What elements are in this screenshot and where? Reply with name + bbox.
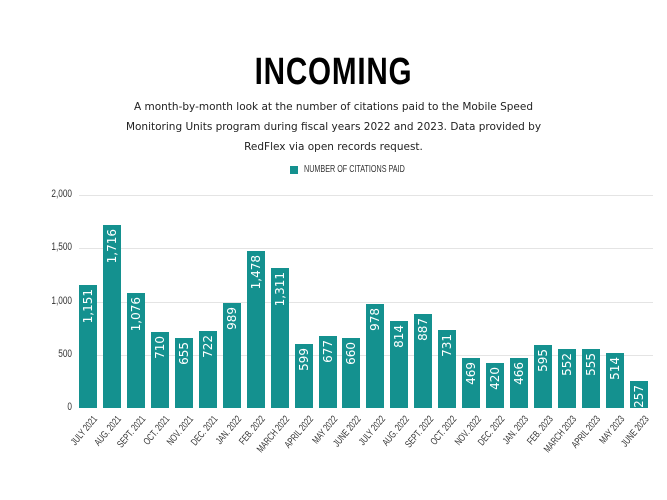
bar-value-label: 599 [296, 348, 311, 372]
chart-title: INCOMING [254, 51, 413, 93]
bar-value-label: 722 [200, 335, 215, 358]
bar-value-label: 887 [416, 317, 431, 341]
gridline [79, 301, 653, 303]
bar-value-label: 1,076 [128, 297, 143, 332]
bar-value-label: 1,311 [272, 272, 287, 307]
bar-value-label: 514 [607, 357, 622, 381]
bar: 978 [366, 303, 385, 408]
bar-value-label: 1,478 [248, 254, 263, 289]
bar: 257 [629, 380, 648, 408]
bar: 677 [318, 335, 337, 408]
bar-value-label: 466 [512, 362, 527, 386]
bar: 420 [486, 363, 505, 408]
bar-value-label: 420 [488, 367, 503, 391]
bar: 1,716 [102, 225, 121, 408]
bar: 655 [174, 338, 193, 408]
bar: 731 [438, 330, 457, 408]
y-axis-tick-label: 1,500 [51, 241, 72, 254]
bar: 710 [150, 332, 169, 408]
bar-value-label: 731 [440, 334, 455, 358]
y-axis-tick-label: 2,000 [51, 188, 72, 200]
bar: 599 [294, 344, 313, 408]
y-axis-tick-label: 1,000 [51, 294, 72, 307]
bar-value-label: 710 [152, 336, 167, 360]
bar: 814 [390, 321, 409, 408]
bar: 514 [605, 353, 624, 408]
bar: 887 [414, 313, 433, 408]
bar: 555 [581, 348, 600, 408]
y-axis-tick-label: 500 [58, 347, 72, 360]
bar-value-label: 595 [536, 348, 551, 372]
bar: 552 [558, 349, 576, 408]
bar-value-label: 555 [583, 352, 598, 376]
bar: 660 [342, 337, 361, 408]
bar: 989 [222, 302, 241, 408]
bar-value-label: 552 [560, 353, 574, 377]
bar-value-label: 1,716 [104, 229, 119, 264]
bar: 466 [510, 358, 529, 408]
bar: 722 [198, 331, 217, 408]
bar: 1,311 [270, 268, 289, 408]
bar-value-label: 989 [224, 306, 239, 330]
bar: 1,076 [126, 293, 145, 408]
bar-value-label: 469 [464, 362, 479, 385]
bar: 595 [534, 344, 553, 408]
gridline [79, 354, 653, 356]
bar: 1,478 [246, 250, 265, 408]
bar-value-label: 1,151 [81, 289, 95, 324]
chart-subtitle: A month-by-month look at the number of c… [125, 101, 542, 153]
bar-value-label: 257 [631, 384, 646, 408]
gridline [79, 195, 653, 196]
legend-label: NUMBER OF CITATIONS PAID [304, 164, 405, 175]
bar: 469 [462, 358, 481, 408]
gridline [79, 248, 653, 250]
bar-value-label: 655 [176, 342, 191, 366]
bar: 1,151 [79, 285, 97, 408]
bar-value-label: 660 [344, 341, 359, 365]
y-axis-tick-label: 0 [67, 401, 72, 413]
bar-value-label: 814 [392, 325, 407, 349]
bar-value-label: 978 [368, 307, 383, 331]
legend-swatch-icon [290, 165, 298, 174]
bar-value-label: 677 [320, 339, 335, 363]
legend: NUMBER OF CITATIONS PAID [290, 164, 444, 175]
